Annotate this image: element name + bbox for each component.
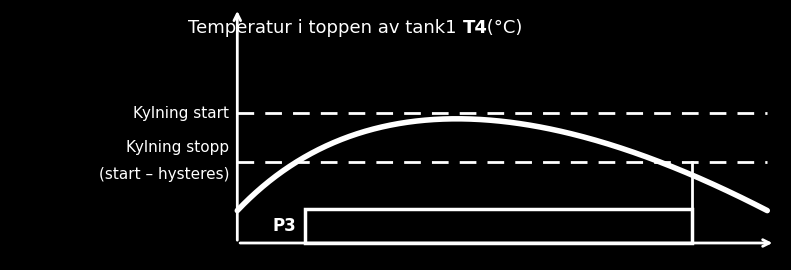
Text: T4: T4 bbox=[463, 19, 487, 37]
Text: Temperatur i toppen av tank1: Temperatur i toppen av tank1 bbox=[188, 19, 463, 37]
Text: Kylning start: Kylning start bbox=[134, 106, 229, 121]
Bar bbox=[305, 209, 692, 243]
Text: P3: P3 bbox=[273, 217, 297, 235]
Text: (start – hysteres): (start – hysteres) bbox=[99, 167, 229, 182]
Text: (°C): (°C) bbox=[481, 19, 522, 37]
Text: Kylning stopp: Kylning stopp bbox=[127, 140, 229, 155]
